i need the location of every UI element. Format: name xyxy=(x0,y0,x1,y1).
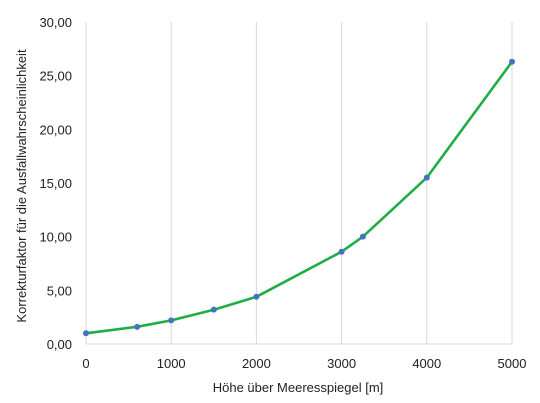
series-group xyxy=(83,58,515,337)
data-point xyxy=(338,248,345,255)
y-tick-label: 10,00 xyxy=(39,230,72,245)
data-point xyxy=(83,330,89,337)
y-tick-label: 15,00 xyxy=(39,176,72,191)
data-point xyxy=(253,293,260,300)
x-axis-title: Höhe über Meeresspiegel [m] xyxy=(213,380,384,395)
y-tick-label: 0,00 xyxy=(47,337,72,352)
data-point xyxy=(134,323,141,330)
y-axis-ticks: 0,00 5,00 10,00 15,00 20,00 25,00 30,00 xyxy=(39,15,72,352)
x-tick-label: 5000 xyxy=(498,356,527,371)
grid-lines xyxy=(85,22,513,345)
data-point xyxy=(168,317,175,324)
x-tick-label: 1000 xyxy=(157,356,186,371)
x-tick-label: 0 xyxy=(82,356,89,371)
y-tick-label: 20,00 xyxy=(39,122,72,137)
data-point xyxy=(423,174,430,181)
x-axis-ticks: 0 1000 2000 3000 4000 5000 xyxy=(82,356,526,371)
data-point xyxy=(210,306,217,313)
x-tick-label: 4000 xyxy=(412,356,441,371)
y-tick-label: 30,00 xyxy=(39,15,72,30)
y-tick-label: 5,00 xyxy=(47,283,72,298)
series-line xyxy=(85,60,514,335)
y-tick-label: 25,00 xyxy=(39,69,72,84)
x-tick-label: 2000 xyxy=(242,356,271,371)
x-tick-label: 3000 xyxy=(327,356,356,371)
data-point xyxy=(359,233,366,240)
y-axis-title: Korrekturfaktor für die Ausfallwahrschei… xyxy=(14,49,29,323)
data-point xyxy=(509,58,515,65)
